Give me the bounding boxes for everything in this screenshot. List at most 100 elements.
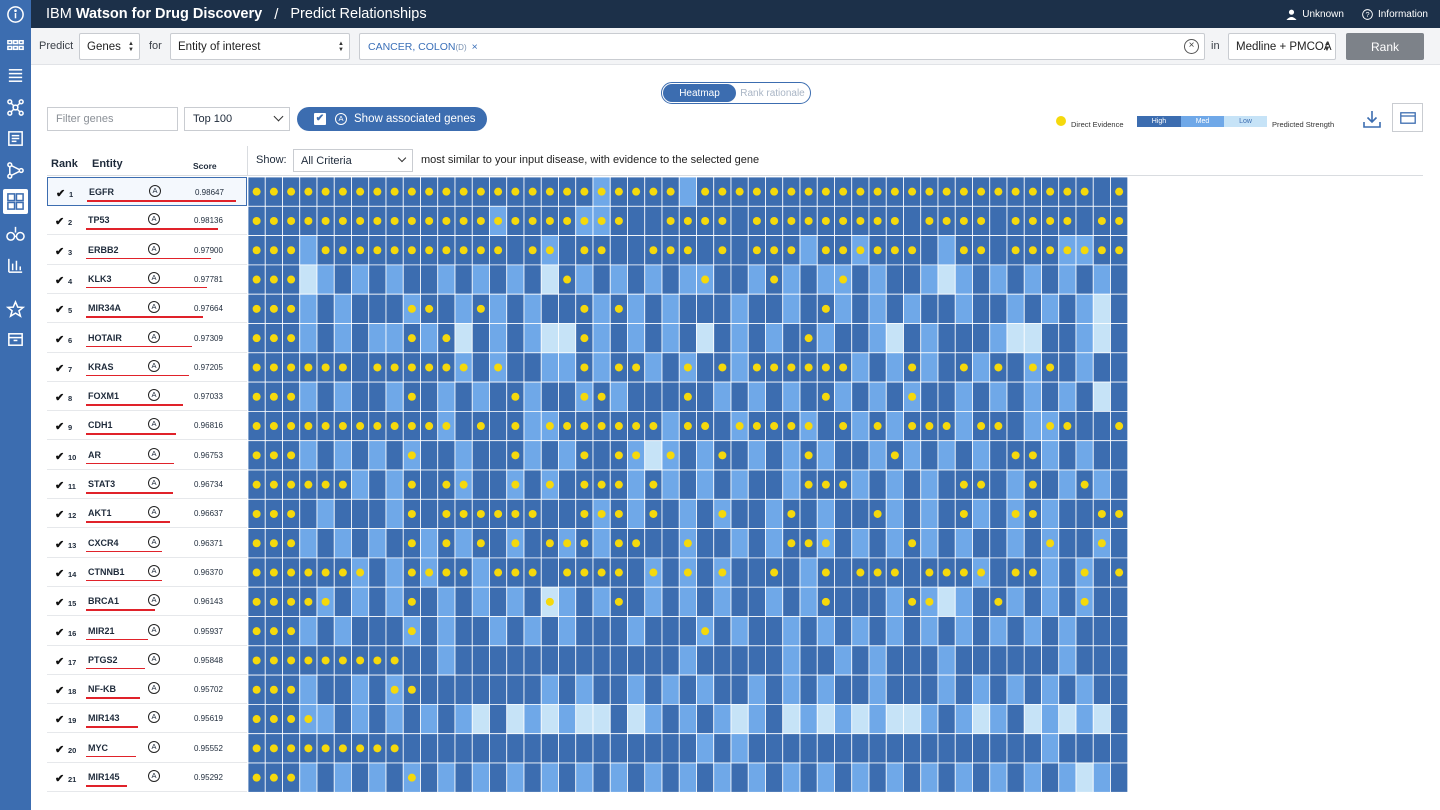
direct-evidence-dot[interactable] bbox=[459, 509, 468, 518]
direct-evidence-dot[interactable] bbox=[390, 744, 399, 753]
heatmap-cell[interactable] bbox=[627, 205, 646, 236]
heatmap-cell[interactable] bbox=[972, 352, 991, 383]
heatmap-cell[interactable] bbox=[799, 264, 818, 295]
associated-a-icon[interactable]: A bbox=[148, 740, 160, 753]
direct-evidence-dot[interactable] bbox=[959, 246, 968, 255]
direct-evidence-dot[interactable] bbox=[1011, 509, 1020, 518]
heatmap-cell[interactable] bbox=[1058, 323, 1077, 354]
heatmap-cell[interactable] bbox=[765, 528, 784, 559]
direct-evidence-dot[interactable] bbox=[1028, 509, 1037, 518]
direct-evidence-dot[interactable] bbox=[287, 509, 296, 518]
direct-evidence-dot[interactable] bbox=[908, 187, 917, 196]
heatmap-cell[interactable] bbox=[454, 440, 473, 471]
heatmap-cell[interactable] bbox=[437, 704, 456, 735]
direct-evidence-dot[interactable] bbox=[890, 246, 899, 255]
direct-evidence-dot[interactable] bbox=[1115, 216, 1124, 225]
direct-evidence-dot[interactable] bbox=[752, 246, 761, 255]
heatmap-cell[interactable] bbox=[713, 733, 732, 764]
direct-evidence-dot[interactable] bbox=[528, 568, 537, 577]
heatmap-cell[interactable] bbox=[782, 586, 801, 617]
heatmap-cell[interactable] bbox=[799, 616, 818, 647]
heatmap-cell[interactable] bbox=[816, 645, 835, 676]
direct-evidence-dot[interactable] bbox=[580, 539, 589, 548]
heatmap-cell[interactable] bbox=[730, 323, 749, 354]
direct-evidence-dot[interactable] bbox=[269, 304, 278, 313]
direct-evidence-dot[interactable] bbox=[287, 451, 296, 460]
heatmap-cell[interactable] bbox=[816, 264, 835, 295]
direct-evidence-dot[interactable] bbox=[1028, 451, 1037, 460]
heatmap-cell[interactable] bbox=[627, 264, 646, 295]
heatmap-cell[interactable] bbox=[937, 381, 956, 412]
associated-a-icon[interactable]: A bbox=[148, 770, 160, 782]
heatmap-cell[interactable] bbox=[747, 528, 766, 559]
heatmap-cell[interactable] bbox=[989, 323, 1008, 354]
direct-evidence-dot[interactable] bbox=[1063, 187, 1072, 196]
heatmap-cell[interactable] bbox=[799, 586, 818, 617]
heatmap-cell[interactable] bbox=[506, 293, 525, 324]
filter-genes-input[interactable] bbox=[47, 107, 178, 131]
heatmap-cell[interactable] bbox=[868, 469, 887, 500]
heatmap-cell[interactable] bbox=[316, 704, 335, 735]
direct-evidence-dot[interactable] bbox=[459, 187, 468, 196]
direct-evidence-dot[interactable] bbox=[338, 363, 347, 372]
info-icon[interactable] bbox=[3, 2, 28, 27]
direct-evidence-dot[interactable] bbox=[597, 392, 606, 401]
heatmap-cell[interactable] bbox=[333, 704, 352, 735]
heatmap-cell[interactable] bbox=[885, 264, 904, 295]
heatmap-cell[interactable] bbox=[851, 733, 870, 764]
heatmap-cell[interactable] bbox=[351, 440, 370, 471]
heatmap-cell[interactable] bbox=[713, 469, 732, 500]
direct-evidence-dot[interactable] bbox=[580, 216, 589, 225]
heatmap-cell[interactable] bbox=[437, 381, 456, 412]
heatmap-cell[interactable] bbox=[903, 704, 922, 735]
heatmap-cell[interactable] bbox=[609, 381, 628, 412]
direct-evidence-dot[interactable] bbox=[977, 187, 986, 196]
row-check-icon[interactable]: ✔ bbox=[55, 304, 65, 317]
direct-evidence-dot[interactable] bbox=[269, 392, 278, 401]
heatmap-cell[interactable] bbox=[644, 205, 663, 236]
direct-evidence-dot[interactable] bbox=[563, 568, 572, 577]
direct-evidence-dot[interactable] bbox=[269, 334, 278, 343]
row-check-icon[interactable]: ✔ bbox=[55, 274, 65, 287]
heatmap-cell[interactable] bbox=[696, 586, 715, 617]
heatmap-cell[interactable] bbox=[1075, 323, 1094, 354]
heatmap-cell[interactable] bbox=[851, 498, 870, 529]
heatmap-cell[interactable] bbox=[885, 352, 904, 383]
heatmap-cell[interactable] bbox=[782, 762, 801, 793]
direct-evidence-dot[interactable] bbox=[356, 422, 365, 431]
direct-evidence-dot[interactable] bbox=[407, 539, 416, 548]
direct-evidence-dot[interactable] bbox=[752, 422, 761, 431]
heatmap-cell[interactable] bbox=[592, 440, 611, 471]
heatmap-cell[interactable] bbox=[644, 733, 663, 764]
heatmap-cell[interactable] bbox=[609, 674, 628, 705]
direct-evidence-dot[interactable] bbox=[942, 216, 951, 225]
direct-evidence-dot[interactable] bbox=[839, 216, 848, 225]
direct-evidence-dot[interactable] bbox=[908, 246, 917, 255]
heatmap-cell[interactable] bbox=[937, 498, 956, 529]
direct-evidence-dot[interactable] bbox=[804, 451, 813, 460]
heatmap-cell[interactable] bbox=[558, 762, 577, 793]
direct-evidence-dot[interactable] bbox=[338, 246, 347, 255]
direct-evidence-dot[interactable] bbox=[356, 568, 365, 577]
heatmap-cell[interactable] bbox=[920, 323, 939, 354]
heatmap-cell[interactable] bbox=[558, 498, 577, 529]
heatmap-cell[interactable] bbox=[299, 235, 318, 266]
heatmap-cell[interactable] bbox=[420, 645, 439, 676]
direct-evidence-dot[interactable] bbox=[511, 539, 520, 548]
heatmap-cell[interactable] bbox=[1110, 616, 1128, 647]
direct-evidence-dot[interactable] bbox=[821, 304, 830, 313]
heatmap-cell[interactable] bbox=[954, 733, 973, 764]
heatmap-cell[interactable] bbox=[713, 674, 732, 705]
table-row[interactable]: ✔ 3 ERBB2 A 0.97900 bbox=[47, 236, 247, 265]
table-row[interactable]: ✔ 5 MIR34A A 0.97664 bbox=[47, 294, 247, 324]
direct-evidence-dot[interactable] bbox=[666, 451, 675, 460]
direct-evidence-dot[interactable] bbox=[977, 568, 986, 577]
heatmap-cell[interactable] bbox=[972, 586, 991, 617]
heatmap-cell[interactable] bbox=[937, 352, 956, 383]
heatmap-cell[interactable] bbox=[506, 762, 525, 793]
direct-evidence-dot[interactable] bbox=[442, 422, 451, 431]
heatmap-cell[interactable] bbox=[799, 498, 818, 529]
heatmap-cell[interactable] bbox=[1058, 440, 1077, 471]
direct-evidence-dot[interactable] bbox=[252, 216, 261, 225]
heatmap-cell[interactable] bbox=[454, 323, 473, 354]
